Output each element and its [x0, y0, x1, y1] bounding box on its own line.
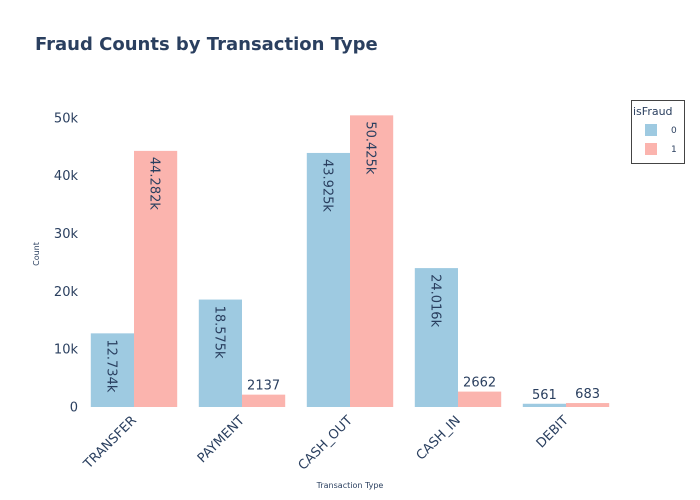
x-tick-label: DEBIT: [534, 413, 572, 451]
legend-item[interactable]: 1: [645, 143, 677, 155]
data-label: 561: [532, 388, 557, 403]
legend-title: isFraud: [633, 105, 673, 118]
data-label: 50.425k: [363, 121, 378, 174]
legend-items[interactable]: 01: [645, 124, 677, 155]
data-label: 24.016k: [427, 274, 442, 327]
bar[interactable]: [306, 152, 350, 407]
x-tick-label: TRANSFER: [80, 413, 139, 472]
x-tick-label: CASH_IN: [414, 413, 464, 463]
legend-swatch: [645, 124, 657, 136]
bar[interactable]: [414, 268, 458, 407]
y-tick-label: 10k: [54, 343, 79, 358]
bar[interactable]: [350, 115, 394, 408]
y-tick-label: 50k: [54, 111, 79, 126]
legend-item[interactable]: 0: [645, 124, 677, 136]
bar[interactable]: [242, 394, 286, 407]
y-axis: 0 10k 20k 30k 40k 50k: [54, 111, 79, 415]
y-tick-label: 20k: [54, 285, 79, 300]
legend-box: [631, 100, 685, 164]
bar[interactable]: [458, 391, 502, 407]
x-axis-title: Transaction Type: [316, 481, 384, 490]
plot-area: 12.734k 18.575k 43.925k 24.016k 561 44.282k 21…: [90, 115, 610, 408]
legend[interactable]: isFraud 01: [631, 100, 685, 164]
data-label: 2137: [247, 379, 280, 394]
x-tick-label: PAYMENT: [195, 413, 248, 466]
bar[interactable]: [90, 333, 134, 407]
legend-label: 0: [671, 126, 677, 136]
data-label: 43.925k: [319, 159, 334, 212]
chart-title: Fraud Counts by Transaction Type: [35, 34, 378, 55]
bar[interactable]: [522, 403, 566, 407]
bar[interactable]: [198, 299, 242, 407]
y-tick-label: 0: [70, 401, 78, 416]
y-tick-label: 40k: [54, 169, 79, 184]
x-tick-label: CASH_OUT: [296, 413, 356, 473]
data-label: 18.575k: [211, 306, 226, 359]
data-label: 12.734k: [103, 339, 118, 392]
legend-label: 1: [671, 145, 677, 155]
data-label: 44.282k: [147, 157, 162, 210]
x-axis: TRANSFER PAYMENT CASH_OUT CASH_IN DEBIT: [80, 413, 571, 473]
legend-swatch: [645, 143, 657, 155]
y-axis-title: Count: [32, 242, 41, 266]
bar[interactable]: [566, 403, 610, 407]
y-tick-label: 30k: [54, 227, 79, 242]
data-label: 683: [575, 387, 600, 402]
data-label: 2662: [463, 376, 496, 391]
bar[interactable]: [134, 150, 178, 407]
